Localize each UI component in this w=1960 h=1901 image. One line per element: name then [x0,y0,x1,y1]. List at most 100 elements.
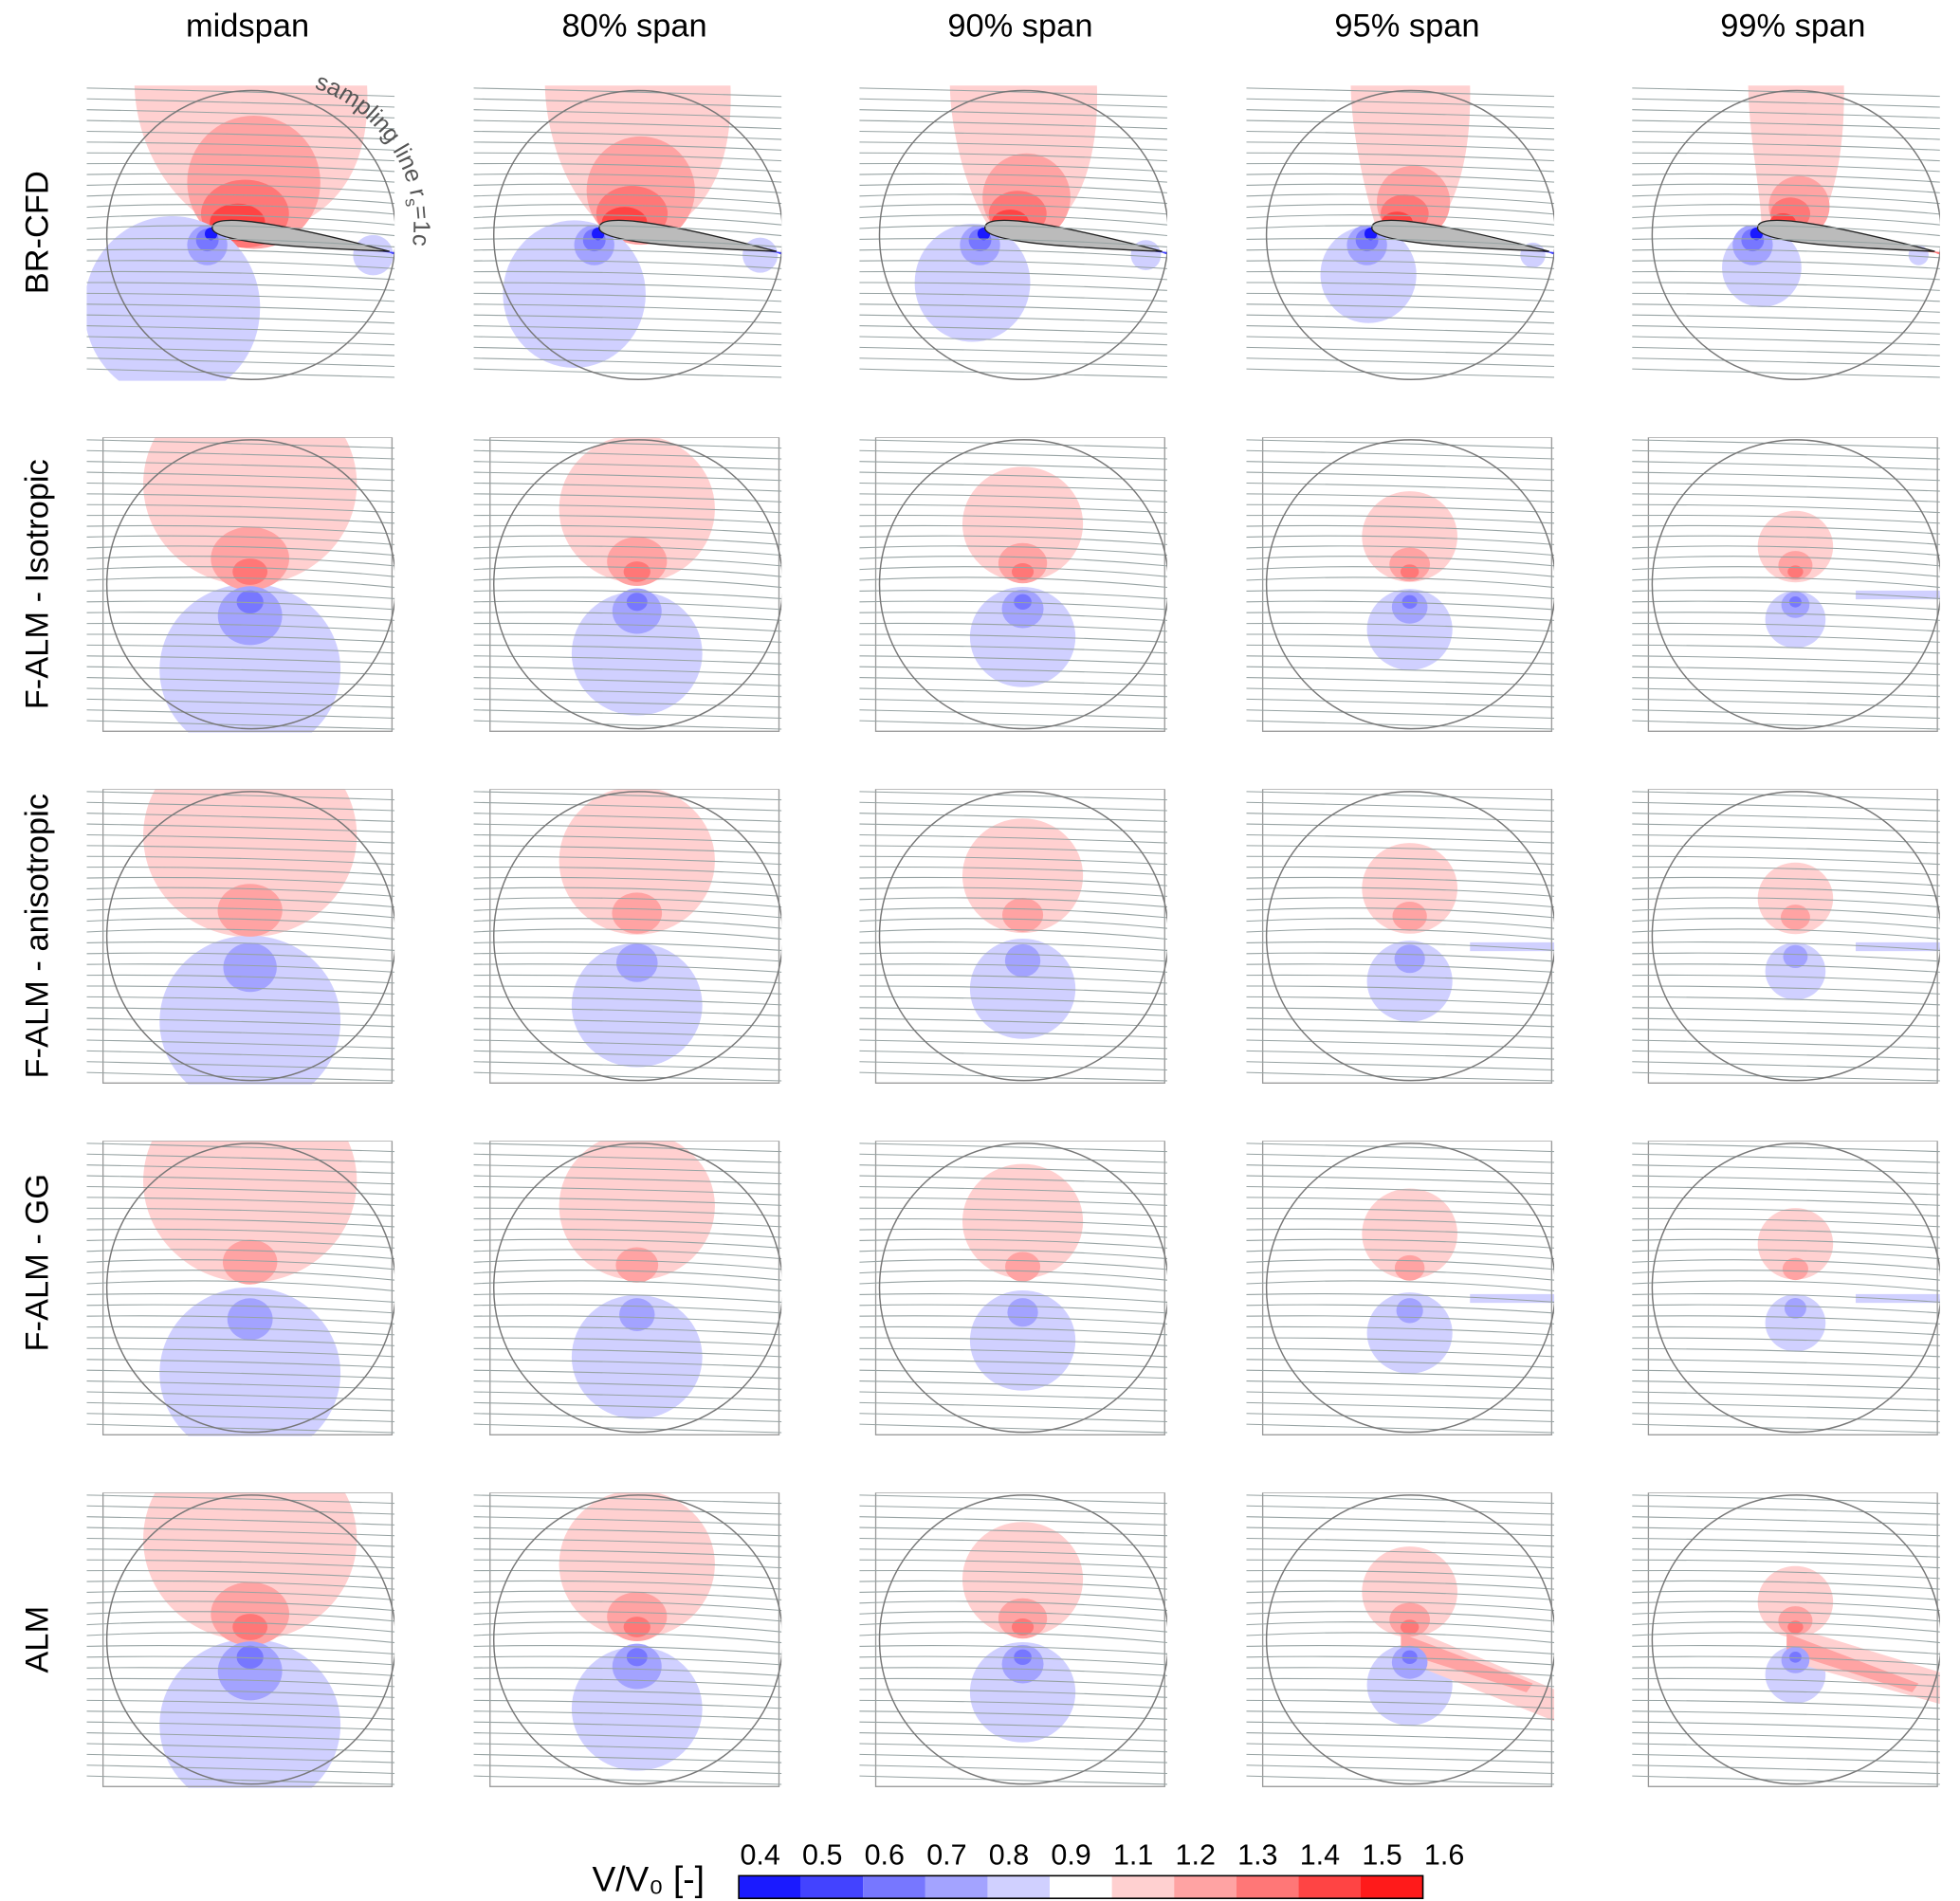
sampling-circle [1651,89,1940,380]
streamline [86,801,395,812]
streamline [859,677,1167,686]
streamline [473,98,782,108]
streamline [1246,687,1555,698]
streamline [473,1259,782,1270]
streamline [859,292,1167,302]
row-labels: BR-CFD F-ALM - Isotropic F-ALM - anisotr… [19,171,55,1673]
panel-frame [874,1141,1165,1435]
streamline [1246,1600,1555,1612]
streamline [1632,928,1940,941]
streamline [859,173,1167,183]
contour-region-1.2 [222,1239,278,1285]
streamline [1632,1315,1940,1325]
streamline [86,1369,395,1380]
streamline [1632,482,1940,492]
contour-region-0.7 [1007,1298,1038,1327]
streamline [1246,1029,1555,1038]
streamline [1632,1039,1940,1050]
streamline [473,248,782,259]
streamline [859,130,1167,140]
streamline [473,823,782,833]
streamline [1632,813,1940,822]
streamline [859,439,1167,449]
streamline [473,282,782,291]
row-label: F-ALM - GG [19,1174,55,1352]
streamline [859,1505,1167,1515]
streamline [1246,1380,1555,1390]
streamline [1246,282,1555,291]
streamline [86,325,395,335]
streamline [1632,314,1940,324]
streamline [1246,1526,1555,1537]
streamline [1246,963,1555,973]
streamline [859,1645,1167,1654]
streamline [1246,876,1555,887]
streamline [1246,897,1555,908]
streamline [1246,109,1555,119]
colorbar-bin [800,1875,864,1899]
streamline [473,1677,782,1688]
streamline [1246,1721,1555,1731]
streamline [1246,1590,1555,1600]
streamline [1246,1228,1555,1238]
row-label: ALM [19,1606,55,1673]
streamline [473,590,782,599]
streamline [859,503,1167,514]
streamline [473,1325,782,1336]
streamline [1246,1061,1555,1071]
contour-region-1.2 [1001,897,1044,933]
streamline [473,866,782,876]
streamline [473,918,782,929]
streamline [473,1569,782,1580]
contour-region-0.8 [1366,941,1453,1022]
sampling-circle [878,439,1167,730]
sampling-circle [1265,1142,1555,1434]
streamline [859,974,1167,984]
streamline [1246,576,1555,589]
contour-region-0.8 [1765,942,1826,1000]
streamline [1246,1259,1555,1270]
colorbar-bin [987,1875,1051,1899]
streamline [859,1325,1167,1336]
streamline [859,918,1167,929]
streamline [86,866,395,876]
streamline [1632,1369,1940,1380]
streamline [86,985,395,995]
streamline [473,152,782,162]
streamline [1632,1413,1940,1423]
streamline [859,1537,1167,1547]
sampling-circle [1651,791,1940,1082]
streamline [1632,535,1940,545]
streamline [473,1050,782,1060]
streamline [859,556,1167,567]
streamline [473,1185,782,1196]
streamline [859,1197,1167,1206]
streamline [1246,590,1555,599]
streamline [1246,801,1555,812]
streamline [1632,303,1940,313]
streamline [86,720,395,730]
streamline [1632,918,1940,929]
contour-panel [859,1492,1167,1787]
streamline [473,1304,782,1314]
streamline [1632,1391,1940,1401]
streamline [1632,1764,1940,1775]
streamline [86,876,395,887]
streamline [859,1764,1167,1775]
streamline [859,1153,1167,1163]
colorbar-tick-label: 1.4 [1300,1838,1340,1871]
streamline [86,1753,395,1764]
streamline [1246,1175,1555,1185]
streamline [1246,1569,1555,1580]
streamline [1632,87,1940,98]
sampling-circle [878,1142,1167,1434]
streamline [86,314,395,324]
streamline [859,813,1167,822]
streamline [86,152,395,162]
streamline [1632,173,1940,183]
streamline [473,677,782,686]
streamline [1246,336,1555,346]
streamline [473,655,782,665]
streamline [1246,1142,1555,1153]
streamline [1632,1270,1940,1281]
